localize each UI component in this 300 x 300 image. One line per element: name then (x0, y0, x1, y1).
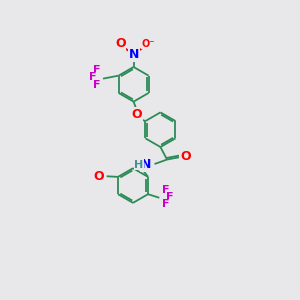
Text: F: F (162, 185, 169, 195)
Text: N: N (141, 158, 152, 171)
Text: F: F (162, 199, 169, 209)
Text: O: O (131, 108, 142, 121)
Text: F: F (93, 80, 100, 90)
Text: F: F (166, 192, 173, 202)
Text: H: H (134, 160, 144, 170)
Text: O: O (93, 170, 104, 183)
Text: N: N (128, 48, 139, 61)
Text: F: F (93, 65, 100, 75)
Text: O: O (180, 150, 191, 163)
Text: F: F (89, 72, 96, 82)
Text: O: O (115, 37, 126, 50)
Text: O⁻: O⁻ (141, 39, 154, 49)
